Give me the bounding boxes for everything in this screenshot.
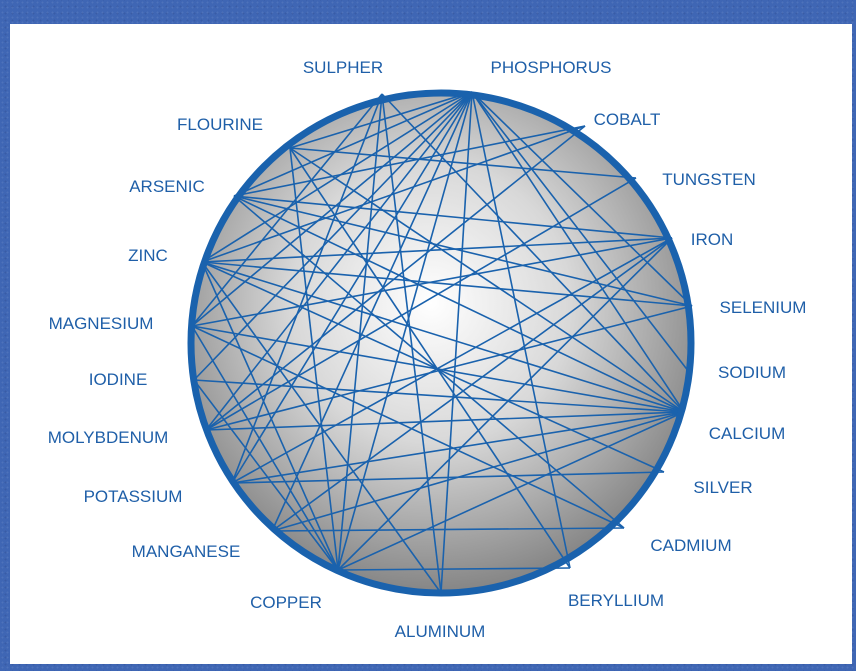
edge-calcium-potassium [231,411,685,484]
edge-phosphorus-magnesium [191,91,473,327]
edge-calcium-iodine [193,379,685,413]
edge-tungsten-molybdenum [205,177,637,431]
edge-iron-zinc [201,237,673,263]
label-copper: COPPER [250,593,322,612]
label-calcium: CALCIUM [709,424,786,443]
label-cadmium: CADMIUM [650,536,731,555]
edge-iodine-copper [193,379,339,571]
label-beryllium: BERYLLIUM [568,591,664,610]
label-cobalt: COBALT [594,110,661,129]
edge-phosphorus-selenium [471,91,693,307]
edge-selenium-molybdenum [205,305,693,431]
edge-phosphorus-sodium [471,91,690,373]
edge-sulpher-magnesium [191,93,383,327]
edge-calcium-zinc [201,261,685,413]
label-selenium: SELENIUM [720,298,807,317]
edge-cobalt-zinc [201,125,586,263]
edge-phosphorus-aluminum [440,91,473,594]
edge-calcium-manganese [271,411,685,532]
edge-calcium-copper [337,411,685,571]
edge-phosphorus-calcium [471,91,685,413]
sphere-rim [187,89,695,597]
label-iodine: IODINE [89,370,148,389]
edge-phosphorus-zinc [201,91,473,263]
edge-selenium-arsenic [233,195,693,307]
label-zinc: ZINC [128,246,168,265]
edge-copper-beryllium [337,567,571,571]
edge-sulpher-calcium [381,93,685,413]
label-iron: IRON [691,230,734,249]
label-sodium: SODIUM [718,363,786,382]
edge-iron-potassium [231,237,673,484]
edge-cobalt-arsenic [233,125,586,197]
edge-sulpher-aluminum [381,93,442,594]
edge-phosphorus-copper [337,91,473,571]
label-magnesium: MAGNESIUM [49,314,154,333]
edge-calcium-flourine [289,147,685,413]
connection-lines [191,91,693,594]
edge-sulpher-potassium [231,93,383,484]
label-phosphorus: PHOSPHORUS [491,58,612,77]
edge-phosphorus-molybdenum [205,91,473,431]
label-molybdenum: MOLYBDENUM [48,428,169,447]
edge-selenium-zinc [201,261,693,307]
edge-phosphorus-manganese [271,91,473,532]
edge-flourine-beryllium [289,147,571,569]
edge-cobalt-molybdenum [205,125,586,431]
label-silver: SILVER [693,478,752,497]
label-manganese: MANGANESE [132,542,241,561]
label-aluminum: ALUMINUM [395,622,486,641]
edge-arsenic-cadmium [233,195,625,529]
edge-magnesium-copper [191,325,339,571]
label-arsenic: ARSENIC [129,177,205,196]
edge-iron-arsenic [233,195,673,239]
edge-calcium-arsenic [233,195,685,413]
element-labels: SULPHER PHOSPHORUS COBALT TUNGSTEN IRON SELEN… [48,58,807,641]
label-potassium: POTASSIUM [84,487,183,506]
edge-calcium-molybdenum [205,411,685,431]
edge-flourine-copper [289,147,339,571]
edge-sulpher-copper [337,93,383,571]
label-flourine: FLOURINE [177,115,263,134]
edge-phosphorus-beryllium [471,91,571,569]
edge-phosphorus-arsenic [233,91,473,197]
edge-tungsten-flourine [289,147,637,179]
edge-potassium-silver [231,471,665,484]
edge-zinc-copper [201,261,339,571]
sphere [191,93,691,593]
label-tungsten: TUNGSTEN [662,170,756,189]
edge-manganese-cadmium [271,527,625,532]
edge-phosphorus-flourine [289,91,473,149]
edge-magnesium-cadmium [191,325,625,529]
label-sulpher: SULPHER [303,58,383,77]
edge-iron-copper [337,237,673,571]
edge-zinc-silver [201,261,665,473]
